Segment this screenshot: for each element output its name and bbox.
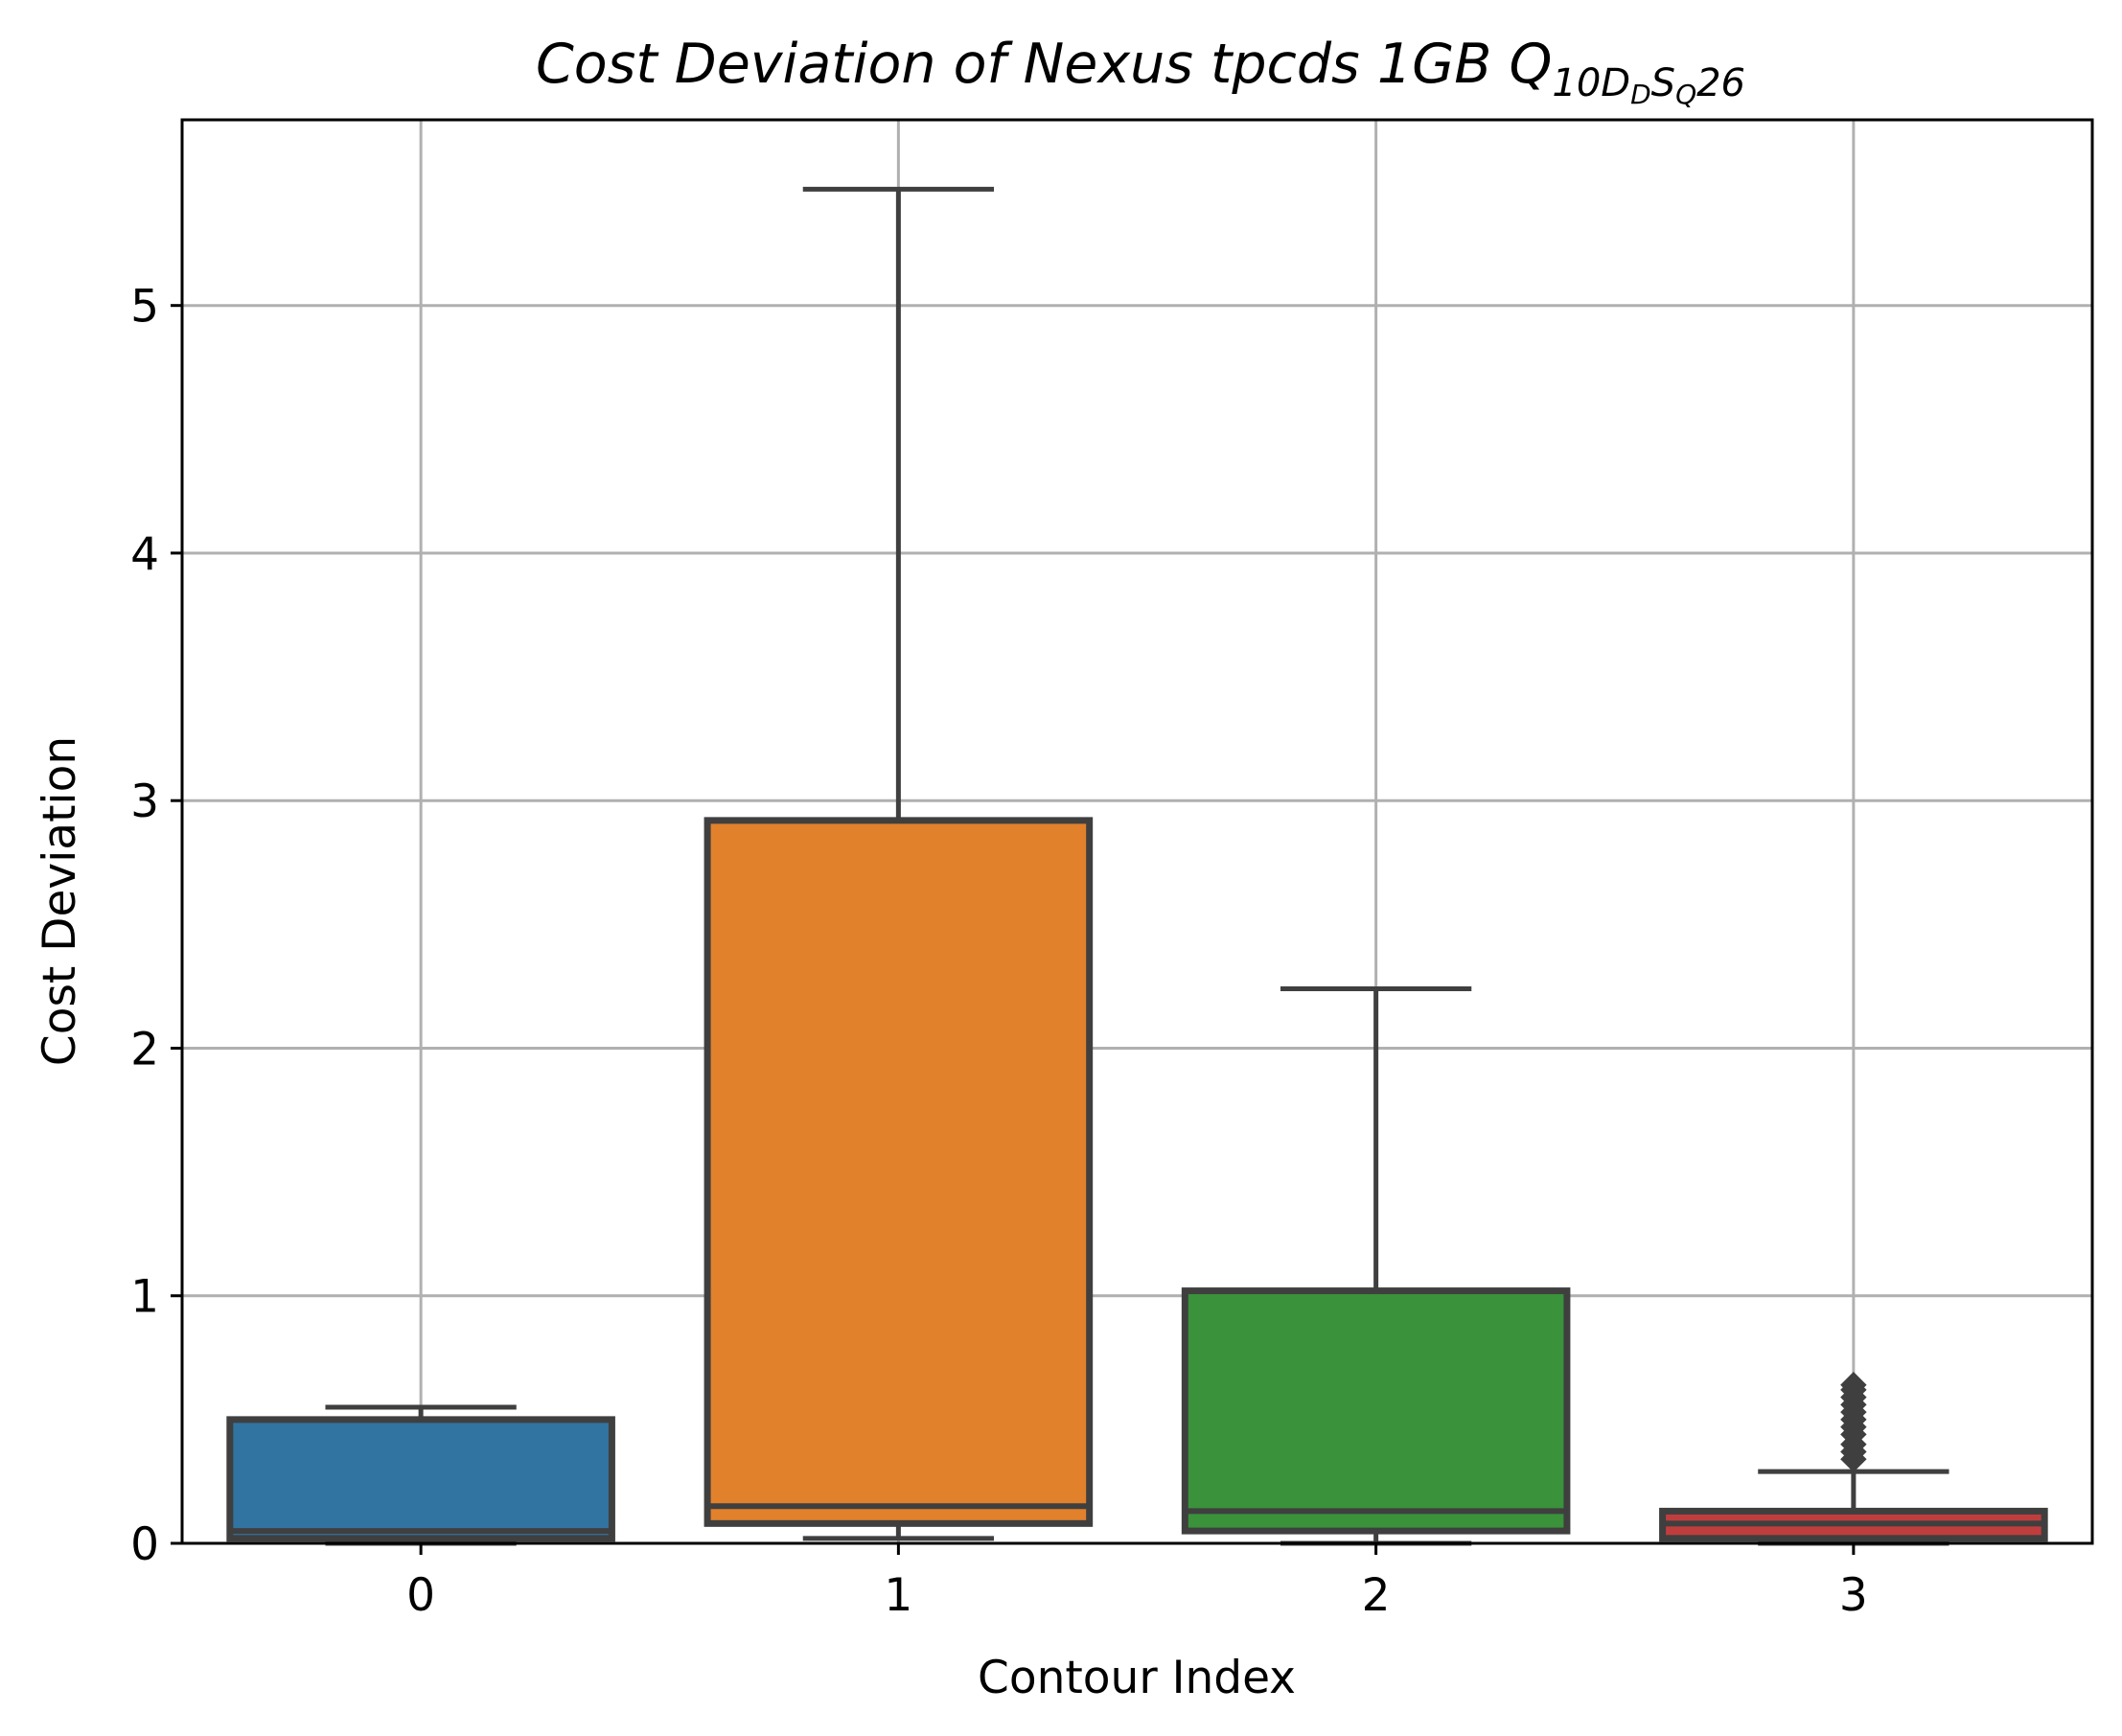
x-tick-label: 2	[1362, 1569, 1391, 1622]
box-body	[1181, 1287, 1571, 1535]
y-tick-label: 0	[130, 1518, 159, 1571]
chart-title: Cost Deviation of Nexus tpcds 1GB Q10DDS…	[536, 33, 1745, 110]
box-series	[226, 186, 2048, 1546]
plot-frame	[180, 118, 2094, 1545]
box-1	[703, 186, 1094, 1541]
box-3	[1659, 1372, 2048, 1546]
outlier-point	[1840, 1372, 1867, 1399]
box-2	[1181, 985, 1571, 1546]
y-axis-ticks: 0 1 2 3 4 5	[130, 281, 182, 1571]
y-tick-label: 3	[130, 775, 159, 828]
y-tick-label: 5	[130, 281, 159, 334]
x-axis-label: Contour Index	[978, 1652, 1296, 1704]
x-tick-label: 3	[1839, 1569, 1868, 1622]
x-tick-label: 1	[884, 1569, 912, 1622]
y-tick-label: 2	[130, 1023, 159, 1076]
x-tick-label: 0	[406, 1569, 435, 1622]
x-axis-ticks: 0 1 2 3	[406, 1543, 1868, 1622]
y-tick-label: 4	[130, 528, 159, 581]
box-body	[226, 1416, 615, 1542]
y-axis-label: Cost Deviation	[34, 736, 86, 1066]
box-body	[703, 817, 1094, 1527]
grid-lines	[182, 120, 2092, 1545]
y-tick-label: 1	[130, 1271, 159, 1324]
box-0	[226, 1404, 615, 1546]
